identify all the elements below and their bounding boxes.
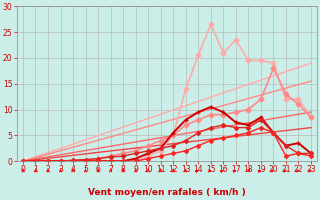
X-axis label: Vent moyen/en rafales ( km/h ): Vent moyen/en rafales ( km/h ) <box>88 188 246 197</box>
